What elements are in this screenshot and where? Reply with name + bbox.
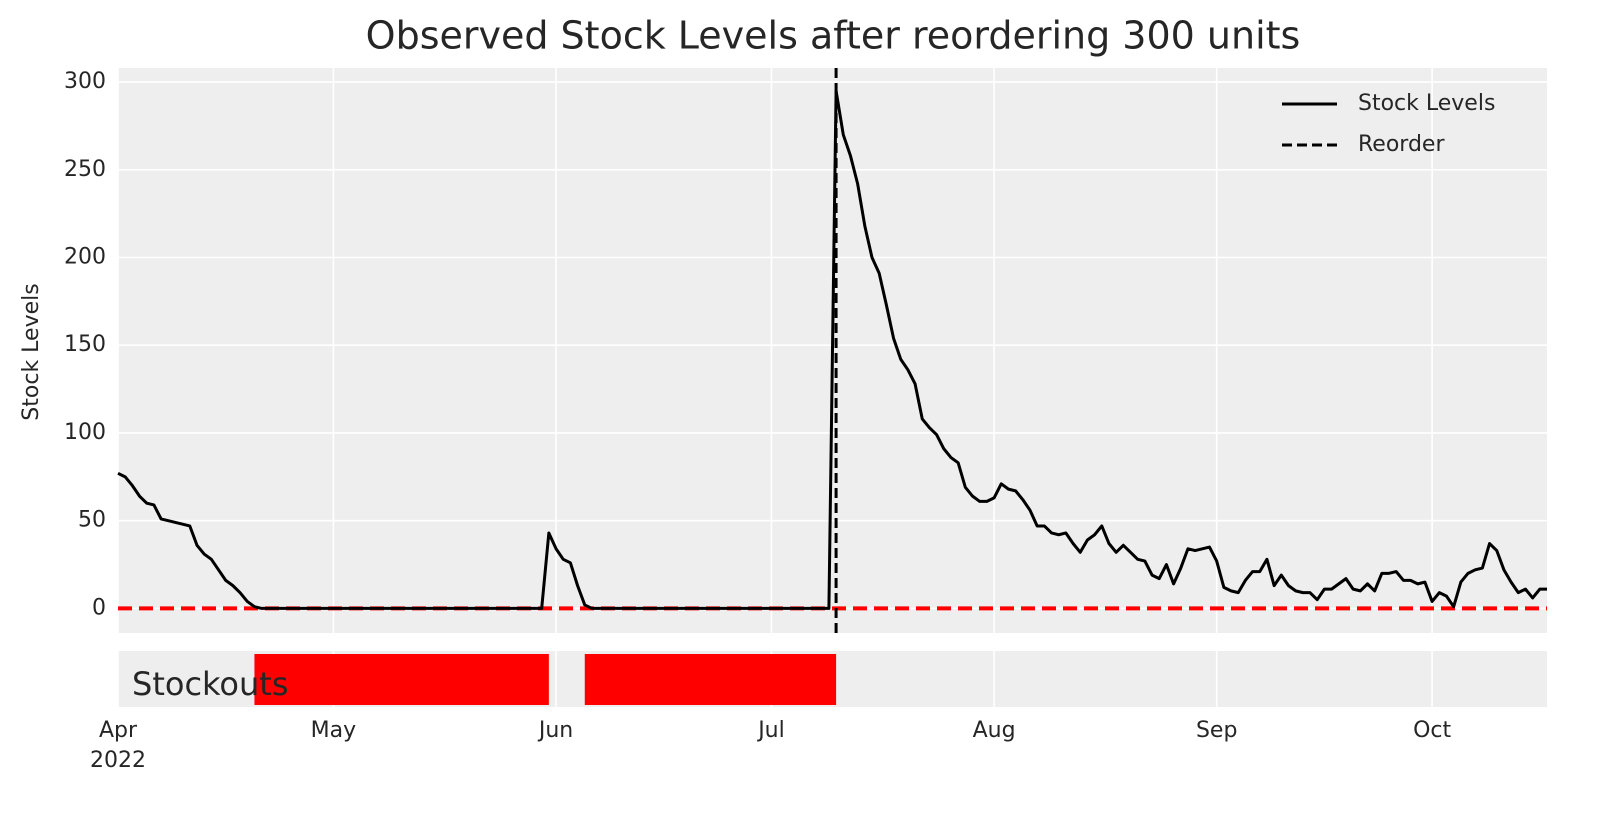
x-tick-label: Jul [756,718,785,743]
y-tick-label: 0 [92,595,106,620]
stockout-period [254,654,549,705]
stock-line [117,89,1547,610]
x-tick-label: Apr [99,718,138,743]
chart-title: Observed Stock Levels after reordering 3… [366,14,1301,58]
stockouts-label: Stockouts [132,665,289,703]
stockout-period [584,654,837,705]
y-tick-label: 300 [64,69,106,94]
x-tick-label: Sep [1196,718,1237,743]
legend-label: Stock Levels [1358,91,1495,116]
legend-label: Reorder [1358,132,1445,157]
y-tick-label: 250 [64,157,106,182]
x-year-label: 2022 [90,748,146,773]
x-tick-label: Jun [537,718,573,743]
y-tick-label: 100 [64,420,106,445]
x-tick-label: May [311,718,356,743]
x-tick-label: Oct [1413,718,1451,743]
y-tick-label: 50 [78,508,106,533]
y-axis-label: Stock Levels [19,283,44,420]
y-tick-label: 150 [64,332,106,357]
y-tick-label: 200 [64,245,106,270]
x-tick-label: Aug [973,718,1016,743]
